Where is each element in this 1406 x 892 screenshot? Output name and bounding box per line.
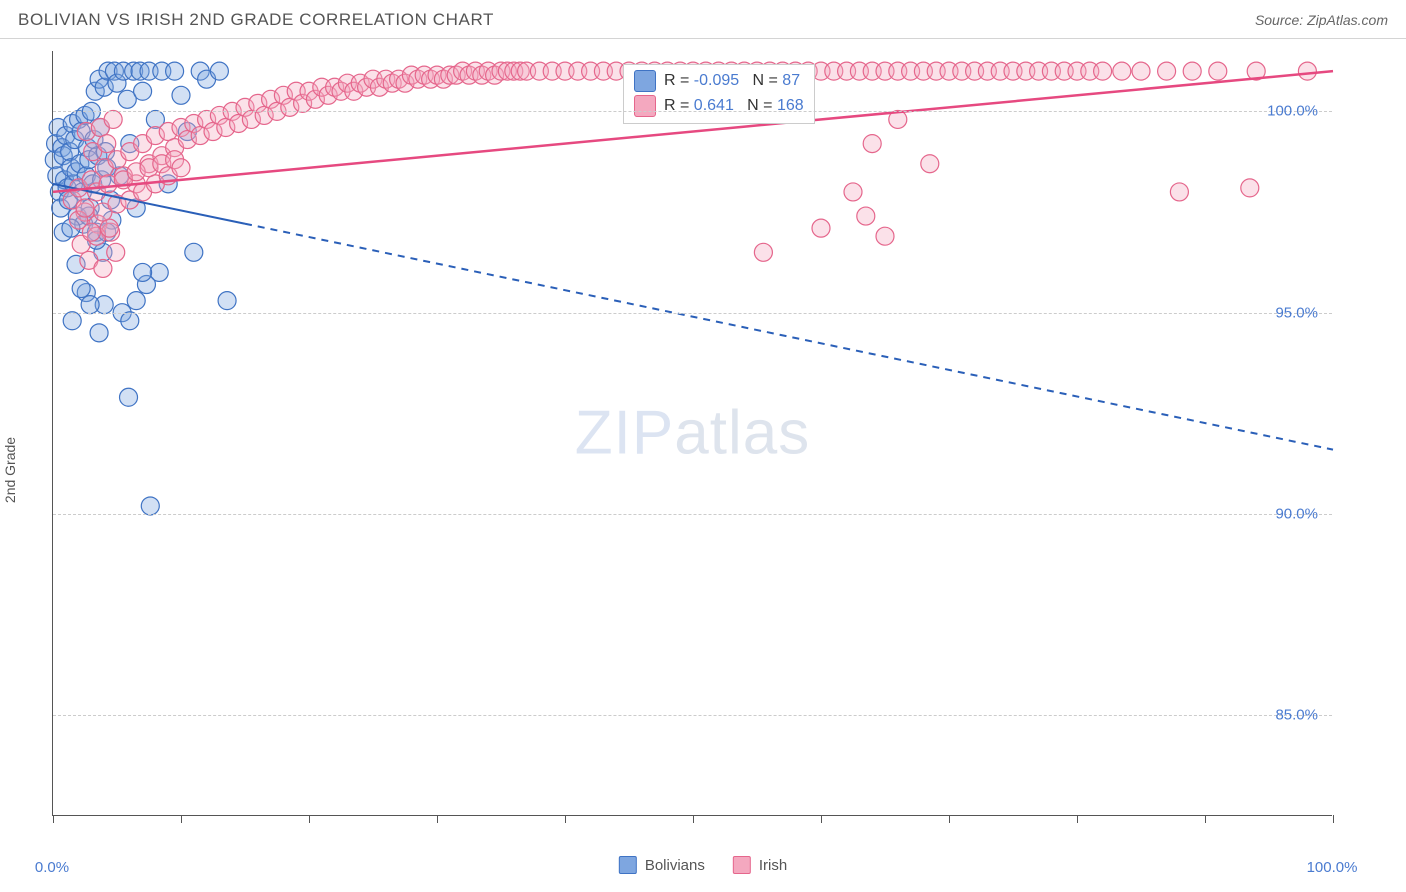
scatter-point <box>844 183 862 201</box>
legend-swatch <box>733 856 751 874</box>
scatter-point <box>218 292 236 310</box>
legend-item: Bolivians <box>619 856 705 874</box>
scatter-point <box>63 312 81 330</box>
scatter-point <box>754 243 772 261</box>
y-tick-label: 90.0% <box>1275 506 1318 523</box>
scatter-point <box>90 324 108 342</box>
scatter-point <box>127 292 145 310</box>
scatter-point <box>857 207 875 225</box>
scatter-point <box>141 497 159 515</box>
scatter-point <box>104 110 122 128</box>
scatter-point <box>1241 179 1259 197</box>
legend-swatch <box>619 856 637 874</box>
trend-line-dashed <box>245 224 1333 450</box>
legend-label: Irish <box>759 857 787 874</box>
y-tick-label: 85.0% <box>1275 707 1318 724</box>
x-tick <box>949 815 950 823</box>
scatter-point <box>121 312 139 330</box>
x-tick <box>309 815 310 823</box>
gridline <box>53 313 1332 314</box>
scatter-point <box>863 135 881 153</box>
y-axis-label: 2nd Grade <box>2 436 18 502</box>
legend-stat-text: R = 0.641 N = 168 <box>664 94 804 119</box>
plot-area: ZIPatlas R = -0.095 N = 87R = 0.641 N = … <box>52 51 1332 816</box>
header: BOLIVIAN VS IRISH 2ND GRADE CORRELATION … <box>0 0 1406 39</box>
legend-swatch <box>634 70 656 92</box>
scatter-point <box>172 159 190 177</box>
legend-label: Bolivians <box>645 857 705 874</box>
scatter-point <box>921 155 939 173</box>
scatter-point <box>134 263 152 281</box>
scatter-point <box>210 62 228 80</box>
x-tick <box>565 815 566 823</box>
scatter-point <box>1298 62 1316 80</box>
x-tick <box>821 815 822 823</box>
scatter-point <box>76 199 94 217</box>
scatter-point <box>812 219 830 237</box>
scatter-point <box>1183 62 1201 80</box>
scatter-point <box>94 259 112 277</box>
scatter-point <box>134 82 152 100</box>
source-label: Source: ZipAtlas.com <box>1255 12 1388 28</box>
x-tick <box>53 815 54 823</box>
scatter-point <box>107 243 125 261</box>
scatter-point <box>82 223 100 241</box>
chart-zone: 2nd Grade ZIPatlas R = -0.095 N = 87R = … <box>0 39 1406 884</box>
x-tick-label: 0.0% <box>35 859 69 876</box>
x-tick <box>693 815 694 823</box>
scatter-point <box>1209 62 1227 80</box>
scatter-point <box>120 388 138 406</box>
scatter-point <box>1094 62 1112 80</box>
scatter-point <box>1158 62 1176 80</box>
x-tick <box>1333 815 1334 823</box>
x-tick <box>1077 815 1078 823</box>
gridline <box>53 715 1332 716</box>
scatter-point <box>150 263 168 281</box>
chart-title: BOLIVIAN VS IRISH 2ND GRADE CORRELATION … <box>18 10 494 30</box>
y-tick-label: 95.0% <box>1275 304 1318 321</box>
scatter-point <box>1170 183 1188 201</box>
scatter-point <box>100 219 118 237</box>
legend-swatch <box>634 95 656 117</box>
y-tick-label: 100.0% <box>1267 103 1318 120</box>
x-tick <box>1205 815 1206 823</box>
scatter-point <box>72 280 90 298</box>
gridline <box>53 514 1332 515</box>
scatter-point <box>98 135 116 153</box>
scatter-point <box>1132 62 1150 80</box>
scatter-point <box>81 296 99 314</box>
series-legend: Bolivians Irish <box>619 856 787 874</box>
scatter-svg <box>53 51 1332 815</box>
x-tick <box>437 815 438 823</box>
scatter-point <box>1113 62 1131 80</box>
legend-row: R = 0.641 N = 168 <box>634 94 804 119</box>
scatter-point <box>876 227 894 245</box>
legend-stat-text: R = -0.095 N = 87 <box>664 69 800 94</box>
scatter-point <box>172 86 190 104</box>
legend-item: Irish <box>733 856 787 874</box>
scatter-point <box>185 243 203 261</box>
legend-row: R = -0.095 N = 87 <box>634 69 804 94</box>
x-tick <box>181 815 182 823</box>
scatter-point <box>166 62 184 80</box>
correlation-legend: R = -0.095 N = 87R = 0.641 N = 168 <box>623 64 815 124</box>
x-tick-label: 100.0% <box>1307 859 1358 876</box>
gridline <box>53 111 1332 112</box>
